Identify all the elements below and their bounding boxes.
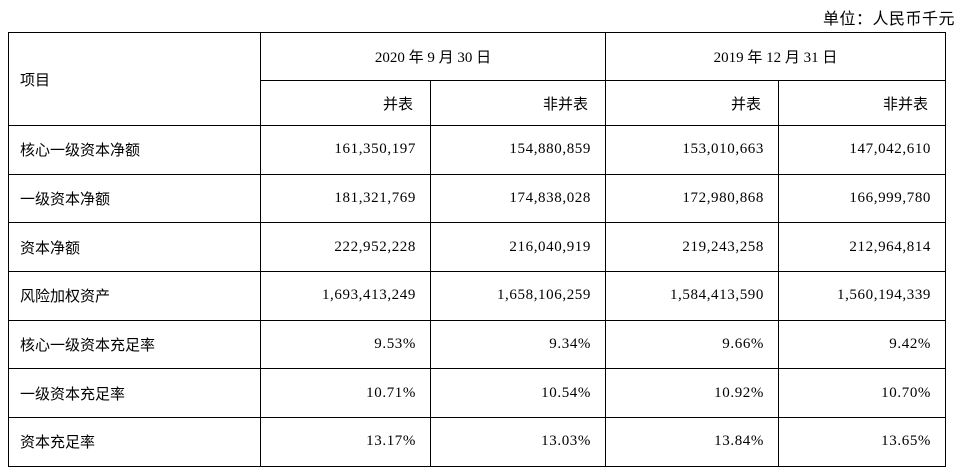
table-header: 项目 2020 年 9 月 30 日 2019 年 12 月 31 日 并表 非… bbox=[8, 32, 947, 126]
table-row: 风险加权资产 1,693,413,249 1,658,106,259 1,584… bbox=[8, 271, 947, 321]
value-cell: 13.17% bbox=[260, 417, 431, 467]
value-cell: 9.34% bbox=[429, 319, 607, 370]
subheader-2020-nonconsolidated: 非并表 bbox=[429, 80, 607, 126]
header-row-periods: 项目 2020 年 9 月 30 日 2019 年 12 月 31 日 bbox=[8, 32, 947, 126]
period-header-2020: 2020 年 9 月 30 日 bbox=[259, 32, 607, 81]
value-cell: 181,321,769 bbox=[260, 173, 431, 224]
row-label-cell: 一级资本净额 bbox=[8, 173, 261, 224]
row-label-cell: 资本净额 bbox=[8, 222, 261, 273]
table-body: 核心一级资本净额 161,350,197 154,880,859 153,010… bbox=[8, 125, 947, 467]
value-cell: 1,584,413,590 bbox=[605, 271, 780, 321]
value-cell: 174,838,028 bbox=[429, 173, 607, 224]
table-row: 资本净额 222,952,228 216,040,919 219,243,258… bbox=[8, 222, 947, 273]
capital-adequacy-table: 项目 2020 年 9 月 30 日 2019 年 12 月 31 日 并表 非… bbox=[8, 32, 947, 467]
table-row: 资本充足率 13.17% 13.03% 13.84% 13.65% bbox=[8, 417, 947, 467]
value-cell: 166,999,780 bbox=[778, 173, 947, 224]
value-cell: 161,350,197 bbox=[260, 125, 431, 175]
period-header-2019: 2019 年 12 月 31 日 bbox=[605, 32, 947, 81]
item-header-cell: 项目 bbox=[8, 32, 261, 126]
table-row: 核心一级资本净额 161,350,197 154,880,859 153,010… bbox=[8, 125, 947, 175]
subheader-2020-consolidated: 并表 bbox=[260, 80, 431, 126]
row-label-cell: 核心一级资本净额 bbox=[8, 125, 261, 175]
value-cell: 9.42% bbox=[778, 319, 947, 370]
value-cell: 212,964,814 bbox=[778, 222, 947, 273]
row-label-cell: 一级资本充足率 bbox=[8, 368, 261, 419]
subheader-2019-nonconsolidated: 非并表 bbox=[778, 80, 947, 126]
value-cell: 10.92% bbox=[605, 368, 780, 419]
row-label-cell: 核心一级资本充足率 bbox=[8, 319, 261, 370]
unit-label: 单位：人民币千元 bbox=[822, 11, 955, 28]
value-cell: 13.84% bbox=[605, 417, 780, 467]
value-cell: 1,693,413,249 bbox=[260, 271, 431, 321]
row-label-cell: 风险加权资产 bbox=[8, 271, 261, 321]
value-cell: 13.65% bbox=[778, 417, 947, 467]
value-cell: 154,880,859 bbox=[429, 125, 607, 175]
value-cell: 1,560,194,339 bbox=[778, 271, 947, 321]
table-row: 一级资本净额 181,321,769 174,838,028 172,980,8… bbox=[8, 173, 947, 224]
value-cell: 1,658,106,259 bbox=[429, 271, 607, 321]
row-label-cell: 资本充足率 bbox=[8, 417, 261, 467]
table-row: 核心一级资本充足率 9.53% 9.34% 9.66% 9.42% bbox=[8, 319, 947, 370]
value-cell: 10.54% bbox=[429, 368, 607, 419]
header-row-scope: 并表 非并表 并表 非并表 bbox=[9, 80, 947, 126]
value-cell: 216,040,919 bbox=[429, 222, 607, 273]
value-cell: 9.53% bbox=[260, 319, 431, 370]
value-cell: 9.66% bbox=[605, 319, 780, 370]
subheader-2019-consolidated: 并表 bbox=[605, 80, 780, 126]
value-cell: 219,243,258 bbox=[605, 222, 780, 273]
value-cell: 10.71% bbox=[260, 368, 431, 419]
value-cell: 147,042,610 bbox=[778, 125, 947, 175]
value-cell: 13.03% bbox=[429, 417, 607, 467]
value-cell: 153,010,663 bbox=[605, 125, 780, 175]
table-row: 一级资本充足率 10.71% 10.54% 10.92% 10.70% bbox=[8, 368, 947, 419]
value-cell: 172,980,868 bbox=[605, 173, 780, 224]
value-cell: 10.70% bbox=[778, 368, 947, 419]
value-cell: 222,952,228 bbox=[260, 222, 431, 273]
